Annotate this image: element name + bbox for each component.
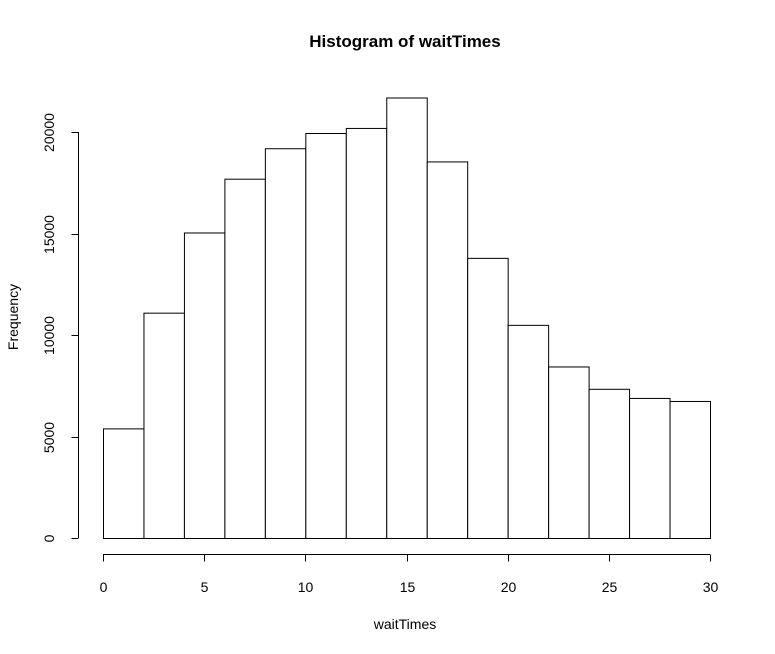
x-tick-label: 20	[501, 579, 517, 595]
histogram-bar	[143, 312, 185, 540]
histogram-bar	[345, 127, 388, 539]
y-tick-label: 0	[41, 534, 57, 542]
y-axis: 0 5000 10000 15000 20000	[41, 113, 79, 542]
x-tick-label: 0	[100, 579, 108, 595]
histogram-bar	[264, 148, 307, 540]
x-tick-label: 30	[703, 579, 719, 595]
x-tick-label: 5	[201, 579, 209, 595]
x-tick-label: 10	[298, 579, 314, 595]
histogram-bar	[386, 97, 428, 540]
histogram-bar	[467, 257, 509, 539]
histogram-bar	[669, 400, 711, 539]
histogram-bar	[426, 161, 469, 539]
histogram-bar	[507, 324, 550, 539]
x-axis-label: waitTimes	[373, 616, 437, 632]
y-tick-label: 10000	[41, 316, 57, 355]
bars-group	[103, 97, 711, 540]
histogram-bar	[103, 428, 145, 540]
histogram-bar	[305, 133, 347, 539]
chart-title: Histogram of waitTimes	[309, 32, 500, 51]
x-axis: 0 5 10 15 20 25 30	[100, 554, 719, 595]
y-tick-label: 15000	[41, 215, 57, 254]
histogram-bar	[548, 366, 590, 539]
histogram-bar	[588, 388, 631, 540]
histogram-bar	[224, 178, 266, 539]
y-axis-label: Frequency	[5, 284, 21, 350]
y-tick-label: 5000	[41, 422, 57, 453]
x-tick-label: 25	[602, 579, 618, 595]
x-tick-label: 15	[400, 579, 416, 595]
histogram-bar	[629, 397, 671, 539]
y-tick-label: 20000	[41, 113, 57, 152]
histogram-bar	[183, 232, 226, 540]
